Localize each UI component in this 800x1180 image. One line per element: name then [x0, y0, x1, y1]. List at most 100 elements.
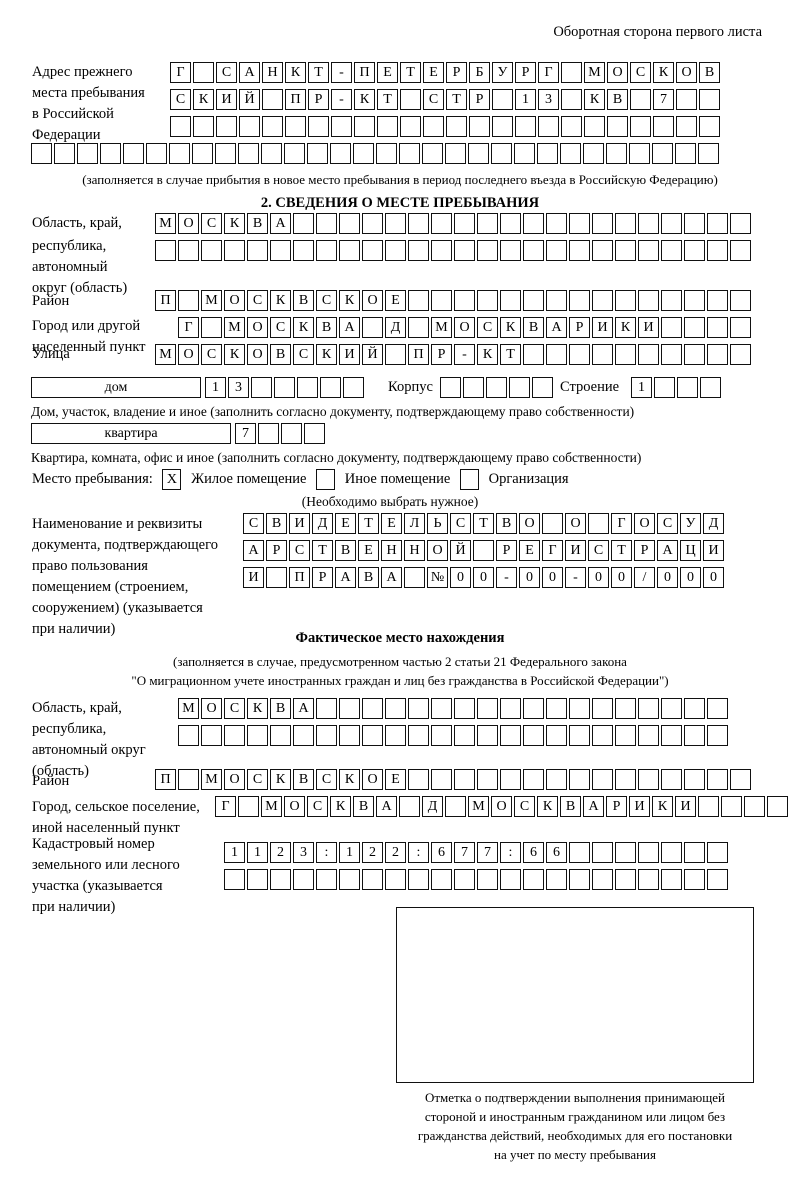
char-cell[interactable]: М: [468, 796, 489, 817]
char-cell[interactable]: [362, 725, 383, 746]
char-cell[interactable]: [339, 240, 360, 261]
stamp-area[interactable]: [396, 907, 754, 1083]
char-cell[interactable]: [661, 842, 682, 863]
char-cell[interactable]: О: [178, 213, 199, 234]
char-cell[interactable]: [454, 869, 475, 890]
char-cell[interactable]: М: [201, 769, 222, 790]
char-cell[interactable]: Р: [446, 62, 467, 83]
char-cell[interactable]: [330, 143, 351, 164]
char-cell[interactable]: К: [339, 290, 360, 311]
char-cell[interactable]: Е: [381, 513, 402, 534]
char-cell[interactable]: [638, 290, 659, 311]
char-cell[interactable]: [569, 769, 590, 790]
char-cell[interactable]: 0: [611, 567, 632, 588]
char-cell[interactable]: 1: [515, 89, 536, 110]
char-cell[interactable]: [385, 344, 406, 365]
char-cell[interactable]: [193, 116, 214, 137]
char-cell[interactable]: Г: [178, 317, 199, 338]
char-cell[interactable]: 1: [631, 377, 652, 398]
char-cell[interactable]: [408, 769, 429, 790]
char-cell[interactable]: [500, 869, 521, 890]
char-cell[interactable]: [707, 213, 728, 234]
char-cell[interactable]: 2: [270, 842, 291, 863]
char-cell[interactable]: [446, 116, 467, 137]
char-cell[interactable]: М: [155, 344, 176, 365]
char-cell[interactable]: Т: [308, 62, 329, 83]
char-cell[interactable]: К: [285, 62, 306, 83]
char-cell[interactable]: [408, 698, 429, 719]
char-cell[interactable]: [546, 698, 567, 719]
char-cell[interactable]: Е: [385, 769, 406, 790]
char-cell[interactable]: К: [653, 62, 674, 83]
char-cell[interactable]: О: [224, 290, 245, 311]
char-cell[interactable]: [592, 344, 613, 365]
char-cell[interactable]: [592, 769, 613, 790]
char-cell[interactable]: К: [500, 317, 521, 338]
char-cell[interactable]: 6: [523, 842, 544, 863]
char-cell[interactable]: [293, 725, 314, 746]
char-cell[interactable]: [468, 143, 489, 164]
char-cell[interactable]: К: [615, 317, 636, 338]
char-cell[interactable]: 7: [653, 89, 674, 110]
char-cell[interactable]: Т: [446, 89, 467, 110]
char-cell[interactable]: [615, 698, 636, 719]
char-cell[interactable]: [546, 240, 567, 261]
char-cell[interactable]: Н: [262, 62, 283, 83]
char-cell[interactable]: И: [703, 540, 724, 561]
char-cell[interactable]: В: [316, 317, 337, 338]
char-cell[interactable]: [638, 213, 659, 234]
char-cell[interactable]: [707, 317, 728, 338]
char-cell[interactable]: И: [289, 513, 310, 534]
char-cell[interactable]: [652, 143, 673, 164]
char-cell[interactable]: И: [243, 567, 264, 588]
prev-address-row-3[interactable]: [170, 116, 720, 137]
doc-row-3[interactable]: И П Р А В А № 0 0-0 0-0 0/0 0 0: [243, 567, 724, 588]
char-cell[interactable]: [261, 143, 282, 164]
char-cell[interactable]: :: [500, 842, 521, 863]
char-cell[interactable]: Т: [358, 513, 379, 534]
char-cell[interactable]: [592, 842, 613, 863]
char-cell[interactable]: [569, 240, 590, 261]
char-cell[interactable]: [569, 842, 590, 863]
char-cell[interactable]: О: [607, 62, 628, 83]
char-cell[interactable]: Й: [239, 89, 260, 110]
char-cell[interactable]: Й: [362, 344, 383, 365]
char-cell[interactable]: [274, 377, 295, 398]
char-cell[interactable]: Г: [170, 62, 191, 83]
char-cell[interactable]: [454, 240, 475, 261]
char-cell[interactable]: 1: [205, 377, 226, 398]
char-cell[interactable]: С: [289, 540, 310, 561]
char-cell[interactable]: Л: [404, 513, 425, 534]
char-cell[interactable]: [258, 423, 279, 444]
char-cell[interactable]: [638, 698, 659, 719]
char-cell[interactable]: [385, 725, 406, 746]
char-cell[interactable]: Ь: [427, 513, 448, 534]
char-cell[interactable]: 0: [588, 567, 609, 588]
char-cell[interactable]: [431, 769, 452, 790]
char-cell[interactable]: [654, 377, 675, 398]
char-cell[interactable]: 7: [477, 842, 498, 863]
char-cell[interactable]: К: [477, 344, 498, 365]
char-cell[interactable]: [684, 344, 705, 365]
char-cell[interactable]: [546, 213, 567, 234]
char-cell[interactable]: 6: [546, 842, 567, 863]
char-cell[interactable]: Е: [519, 540, 540, 561]
char-cell[interactable]: [615, 769, 636, 790]
char-cell[interactable]: С: [170, 89, 191, 110]
char-cell[interactable]: [700, 377, 721, 398]
char-cell[interactable]: [469, 116, 490, 137]
char-cell[interactable]: Е: [358, 540, 379, 561]
char-cell[interactable]: К: [224, 344, 245, 365]
char-cell[interactable]: В: [607, 89, 628, 110]
char-cell[interactable]: Р: [606, 796, 627, 817]
char-cell[interactable]: [546, 290, 567, 311]
char-cell[interactable]: Д: [312, 513, 333, 534]
char-cell[interactable]: С: [247, 290, 268, 311]
char-cell[interactable]: О: [247, 344, 268, 365]
char-cell[interactable]: Т: [312, 540, 333, 561]
char-cell[interactable]: Р: [469, 89, 490, 110]
char-cell[interactable]: [638, 842, 659, 863]
char-cell[interactable]: 0: [680, 567, 701, 588]
